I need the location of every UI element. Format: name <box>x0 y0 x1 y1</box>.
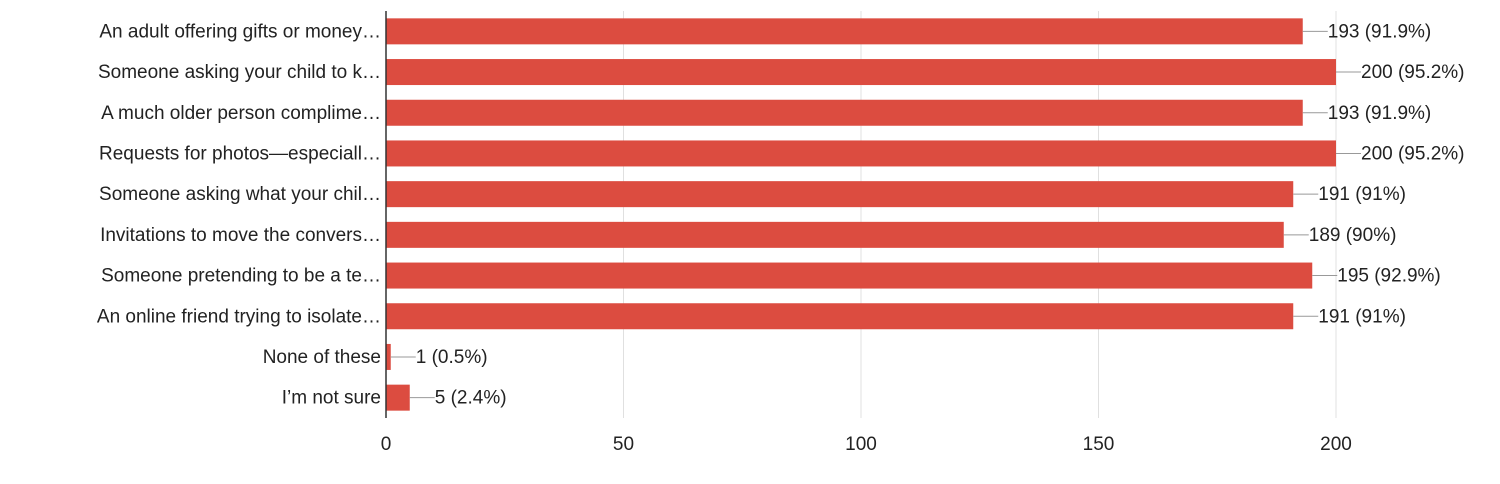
y-tick-label: None of these <box>263 347 381 368</box>
x-tick-label: 50 <box>613 434 634 455</box>
y-tick-label: Requests for photos—especiall… <box>99 143 381 164</box>
bar <box>386 140 1336 167</box>
y-tick-label: An adult offering gifts or money… <box>99 21 381 42</box>
value-label: 189 (90%) <box>1309 225 1397 246</box>
value-label: 193 (91.9%) <box>1328 21 1432 42</box>
bar <box>386 221 1284 248</box>
value-label: 200 (95.2%) <box>1361 143 1465 164</box>
bar <box>386 384 410 411</box>
x-tick-label: 150 <box>1083 434 1115 455</box>
y-tick-label: An online friend trying to isolate… <box>97 306 381 327</box>
x-tick-label: 200 <box>1320 434 1352 455</box>
value-label: 195 (92.9%) <box>1337 266 1441 287</box>
bar <box>386 303 1294 330</box>
value-label: 200 (95.2%) <box>1361 62 1465 83</box>
y-tick-label: Someone pretending to be a te… <box>101 266 381 287</box>
y-tick-label: Someone asking what your chil… <box>99 184 381 205</box>
value-label: 191 (91%) <box>1318 184 1406 205</box>
value-label: 193 (91.9%) <box>1328 103 1432 124</box>
y-tick-label: Someone asking your child to k… <box>98 62 381 83</box>
y-tick-label: I’m not sure <box>282 388 381 409</box>
value-label: 5 (2.4%) <box>435 388 507 409</box>
bar <box>386 99 1303 126</box>
y-tick-label: Invitations to move the convers… <box>100 225 381 246</box>
x-tick-label: 0 <box>381 434 392 455</box>
value-label: 1 (0.5%) <box>416 347 488 368</box>
bar <box>386 18 1303 45</box>
value-label: 191 (91%) <box>1318 306 1406 327</box>
y-tick-label: A much older person complime… <box>101 103 381 124</box>
bar <box>386 262 1313 289</box>
bar <box>386 181 1294 208</box>
bar <box>386 59 1336 86</box>
x-tick-label: 100 <box>845 434 877 455</box>
bar <box>386 343 391 370</box>
